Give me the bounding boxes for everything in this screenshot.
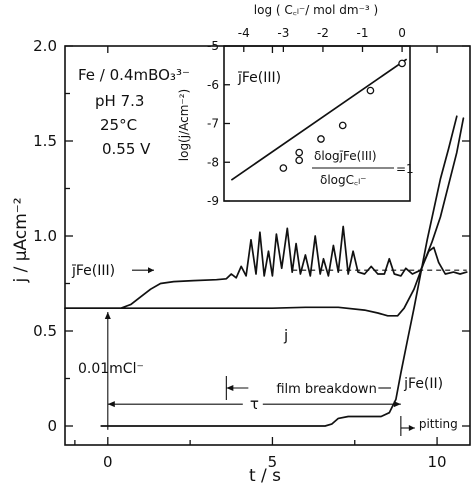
inset-data-point — [338, 121, 347, 130]
label-fe2: jFe(II) — [403, 376, 443, 392]
label-tau: τ — [250, 395, 259, 413]
inset-axis-ticks — [224, 45, 403, 202]
inset-data-point — [366, 86, 375, 95]
inset-data-point — [295, 148, 304, 157]
inset-x-tick-label: -2 — [317, 26, 329, 40]
x-axis-label: t / s — [249, 466, 281, 486]
main-series — [64, 115, 468, 427]
inset-y-tick-label: -7 — [207, 117, 219, 131]
tau-label-bg — [242, 395, 263, 414]
label-pitting: pitting — [419, 417, 458, 431]
inset-data-point — [398, 59, 406, 68]
inset-slope-denominator: δlogC꜀ₗ⁻ — [320, 173, 367, 187]
y-tick-label: 2.0 — [33, 37, 57, 55]
chloride-arrowhead — [104, 312, 111, 319]
arrowhead-fe3 — [148, 267, 154, 274]
inset-data-point — [295, 156, 304, 165]
label-j: j — [283, 327, 288, 345]
x-tick-label: 0 — [103, 453, 113, 471]
y-tick-label: 1.0 — [33, 227, 57, 245]
inset-axis-tick-labels: -4 -3 -2 -1 0 -9 -8 -7 -6 -5 — [207, 26, 406, 208]
inset-series — [231, 58, 407, 181]
label-film-breakdown: film breakdown — [276, 382, 376, 397]
series-total-current — [64, 117, 465, 317]
condition-temperature: 25°C — [100, 116, 137, 134]
inset-y-axis-label: log(j/Acm⁻²) — [177, 89, 191, 161]
inset-x-tick-label: -3 — [277, 26, 289, 40]
inset-x-tick-label: -1 — [357, 26, 369, 40]
main-axis-ticks — [65, 45, 470, 445]
inset-slope-numerator: δlogj̄Fe(III) — [314, 149, 377, 163]
inset-y-tick-label: -5 — [207, 39, 219, 53]
series-fe2-curve — [100, 115, 458, 427]
inset-slope-label: δlogj̄Fe(III) δlogC꜀ₗ⁻ =1 — [312, 149, 414, 187]
breakdown-arrowhead — [226, 385, 234, 391]
inset-slope-value: =1 — [396, 162, 414, 176]
condition-electrolyte: Fe / 0.4mBO₃³⁻ — [78, 66, 190, 84]
inset-x-tick-label: -4 — [238, 26, 250, 40]
inset-y-tick-label: -6 — [207, 78, 219, 92]
condition-potential: 0.55 V — [102, 140, 151, 158]
x-tick-label: 5 — [268, 453, 278, 471]
inset-data-point — [279, 164, 288, 172]
series-fe3-curve — [64, 225, 468, 310]
label-fe3: j̄Fe(III) — [71, 263, 115, 279]
x-tick-label: 10 — [428, 453, 447, 471]
tau-arrowhead-right — [393, 401, 401, 408]
tau-arrowhead-left — [107, 401, 115, 408]
inset-x-axis-label: log ( C꜀ₗ⁻/ mol dm⁻³ ) — [254, 3, 378, 17]
inset-series-label: j̄Fe(III) — [237, 70, 281, 86]
y-axis-label: j / µAcm⁻² — [11, 197, 31, 283]
inset-fit-line — [231, 58, 407, 181]
annotations: j̄Fe(III) j jFe(II) 0.01mCl⁻ film breakdown τ… — [71, 263, 467, 436]
label-chloride: 0.01mCl⁻ — [78, 361, 144, 377]
pitting-arrowhead — [408, 425, 415, 431]
y-tick-label: 0 — [47, 417, 57, 435]
inset-plot: -4 -3 -2 -1 0 -9 -8 -7 -6 -5 log ( C꜀ₗ⁻/ mol dm⁻³… — [177, 3, 414, 208]
inset-data-point — [317, 135, 325, 143]
inset-y-tick-label: -8 — [207, 155, 219, 169]
main-axis-tick-labels: 0 0.5 1.0 1.5 2.0 0 5 10 — [33, 37, 446, 471]
inset-y-tick-label: -9 — [207, 194, 219, 208]
inset-x-tick-label: 0 — [398, 26, 406, 40]
experimental-conditions: Fe / 0.4mBO₃³⁻ pH 7.3 25°C 0.55 V — [78, 66, 190, 158]
y-tick-label: 0.5 — [33, 322, 57, 340]
condition-ph: pH 7.3 — [95, 92, 144, 110]
y-tick-label: 1.5 — [33, 132, 57, 150]
